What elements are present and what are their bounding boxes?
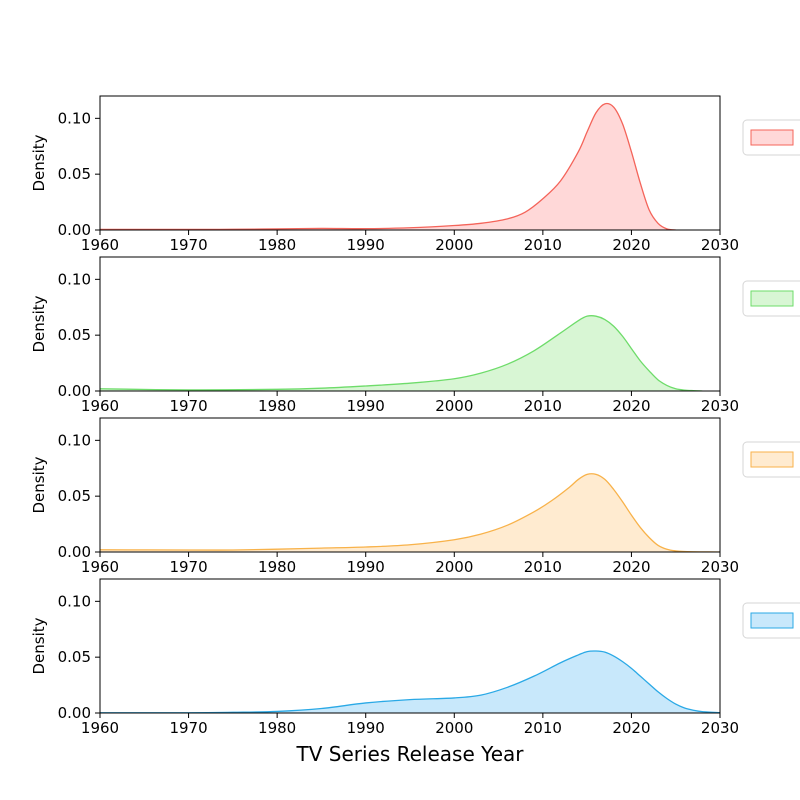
x-tick-label: 2000 (435, 719, 473, 737)
density-area-2 (100, 315, 703, 391)
x-tick-label: 2020 (612, 558, 650, 576)
x-tick-label: 1990 (347, 719, 385, 737)
y-tick-label: 0.00 (58, 704, 91, 722)
x-tick-label: 1970 (169, 558, 207, 576)
x-tick-label: 2000 (435, 236, 473, 254)
x-tick-label: 2030 (701, 236, 739, 254)
density-line-4 (100, 650, 720, 713)
y-tick-label: 0.10 (58, 592, 91, 610)
y-tick-label: 0.05 (58, 326, 91, 344)
y-tick-label: 0.00 (58, 221, 91, 239)
y-axis-label: Density (30, 134, 48, 191)
x-tick-label: 1960 (81, 719, 119, 737)
y-tick-label: 0.00 (58, 543, 91, 561)
x-tick-label: 2000 (435, 558, 473, 576)
legend-swatch (750, 290, 794, 307)
x-tick-label: 2000 (435, 397, 473, 415)
x-tick-label: 2020 (612, 719, 650, 737)
y-axis-label: Density (30, 456, 48, 513)
x-tick-label: 2010 (524, 236, 562, 254)
density-panel-2: 1960 1970 1980 1990 2000 2010 2020 2030 0.00 0.05… (30, 256, 800, 415)
y-tick-label: 0.00 (58, 382, 91, 400)
density-line-3 (100, 473, 720, 552)
y-tick-label: 0.10 (58, 109, 91, 127)
y-axis-label: Density (30, 295, 48, 352)
x-tick-label: 1990 (347, 397, 385, 415)
x-tick-label: 2030 (701, 719, 739, 737)
y-tick-label: 0.05 (58, 487, 91, 505)
legend-swatch (750, 451, 794, 468)
x-tick-label: 1980 (258, 719, 296, 737)
density-area-1 (100, 103, 676, 230)
density-area-4 (100, 650, 720, 713)
x-tick-label: 2020 (612, 397, 650, 415)
x-tick-label: 1980 (258, 236, 296, 254)
density-panel-3: 1960 1970 1980 1990 2000 2010 2020 2030 0.00 0.05… (30, 417, 800, 576)
x-axis-label: TV Series Release Year (296, 742, 525, 766)
x-tick-label: 1960 (81, 236, 119, 254)
panels-layer: 1960 1970 1980 1990 2000 2010 2020 2030 0.00 0.05… (30, 95, 800, 737)
x-tick-label: 1960 (81, 558, 119, 576)
panel-frame-3 (99, 417, 721, 553)
x-tick-label: 1990 (347, 558, 385, 576)
density-line-1 (100, 102, 676, 230)
x-tick-label: 1980 (258, 397, 296, 415)
density-line-2 (100, 315, 703, 391)
y-tick-label: 0.05 (58, 165, 91, 183)
x-tick-label: 2020 (612, 236, 650, 254)
x-tick-label: 2030 (701, 397, 739, 415)
y-axis-label: Density (30, 617, 48, 674)
legend-2 (742, 280, 800, 317)
x-tick-label: 1980 (258, 558, 296, 576)
y-tick-label: 0.10 (58, 431, 91, 449)
panel-frame-1 (99, 95, 721, 231)
x-tick-label: 1970 (169, 719, 207, 737)
x-tick-label: 1970 (169, 397, 207, 415)
y-tick-label: 0.10 (58, 270, 91, 288)
x-tick-label: 1960 (81, 397, 119, 415)
y-tick-label: 0.05 (58, 648, 91, 666)
panel-frame-4 (99, 578, 721, 714)
legend-1 (742, 119, 800, 156)
legend-swatch (750, 612, 794, 629)
panel-frame-2 (99, 256, 721, 392)
density-panel-1: 1960 1970 1980 1990 2000 2010 2020 2030 0.00 0.05… (30, 95, 800, 254)
x-tick-label: 2010 (524, 397, 562, 415)
legend-swatch (750, 129, 794, 146)
x-tick-label: 1990 (347, 236, 385, 254)
legend-3 (742, 441, 800, 478)
density-panel-4: 1960 1970 1980 1990 2000 2010 2020 2030 0.00 0.05… (30, 578, 800, 737)
x-tick-label: 2010 (524, 558, 562, 576)
x-tick-label: 1970 (169, 236, 207, 254)
density-area-3 (100, 473, 720, 552)
x-tick-label: 2010 (524, 719, 562, 737)
legend-4 (742, 602, 800, 639)
x-tick-label: 2030 (701, 558, 739, 576)
